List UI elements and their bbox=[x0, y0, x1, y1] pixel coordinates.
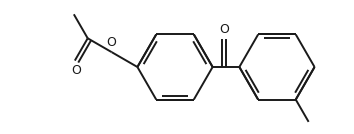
Text: O: O bbox=[106, 36, 116, 49]
Text: O: O bbox=[72, 64, 81, 77]
Text: O: O bbox=[219, 23, 229, 36]
